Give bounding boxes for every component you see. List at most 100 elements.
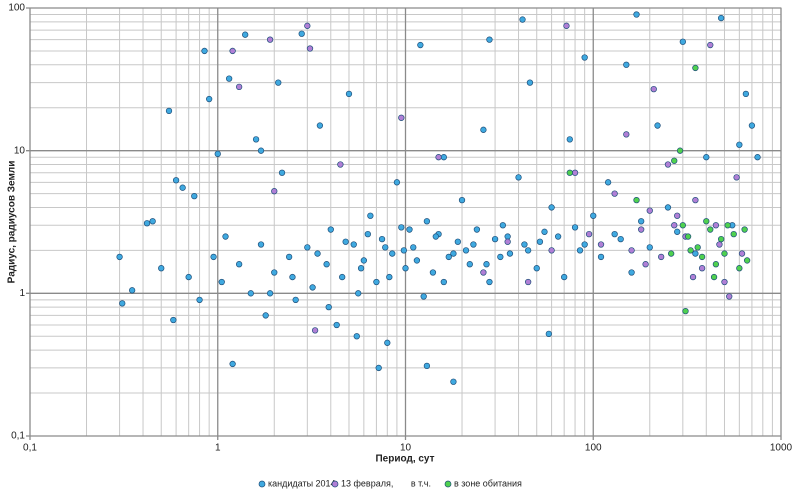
point: [703, 218, 710, 225]
point: [266, 36, 274, 43]
point: [218, 278, 225, 286]
point: [423, 362, 431, 370]
point: [526, 79, 534, 86]
point: [325, 304, 332, 311]
point: [420, 293, 427, 300]
point: [692, 64, 699, 72]
legend-marker: [331, 480, 339, 488]
point: [571, 169, 579, 176]
point: [470, 241, 477, 248]
point: [158, 265, 165, 272]
point: [339, 273, 346, 281]
point: [658, 253, 665, 261]
point: [242, 31, 249, 38]
point: [684, 233, 692, 240]
point: [450, 378, 457, 385]
point: [533, 265, 540, 272]
point: [473, 226, 481, 233]
y-tick-label: 10: [14, 145, 26, 156]
point: [257, 241, 265, 248]
point: [738, 250, 746, 257]
point: [623, 61, 630, 68]
point: [698, 253, 706, 261]
point: [278, 169, 286, 176]
point: [398, 114, 405, 121]
legend-marker: [444, 480, 452, 488]
point: [119, 300, 126, 307]
y-tick-label: 0,1: [11, 431, 25, 442]
point: [721, 278, 728, 286]
point: [561, 273, 568, 281]
point: [497, 253, 504, 261]
point: [214, 150, 221, 157]
point: [262, 312, 269, 319]
point: [664, 161, 672, 168]
point: [617, 235, 624, 243]
point: [679, 222, 686, 229]
point: [633, 196, 640, 204]
point: [754, 154, 761, 161]
point: [581, 241, 588, 248]
x-tick-label: 0,1: [23, 443, 37, 454]
point: [480, 126, 487, 133]
point: [541, 228, 548, 235]
point: [235, 83, 243, 91]
point: [229, 47, 236, 55]
point: [333, 321, 340, 329]
point: [149, 218, 156, 225]
point: [585, 230, 593, 238]
point: [654, 122, 661, 129]
x-tick-label: 1: [215, 443, 221, 454]
point: [646, 244, 653, 251]
point: [566, 136, 573, 143]
point: [402, 265, 409, 272]
point: [698, 265, 706, 272]
point: [375, 364, 382, 372]
point: [486, 278, 493, 286]
point: [524, 247, 532, 254]
point: [386, 273, 393, 281]
point: [311, 327, 319, 334]
point: [423, 218, 431, 225]
point: [743, 257, 751, 264]
point: [521, 241, 528, 248]
point: [504, 233, 511, 240]
point: [210, 253, 217, 261]
point: [703, 154, 710, 161]
point: [298, 30, 305, 37]
point: [304, 244, 311, 251]
point: [642, 261, 649, 268]
y-axis-title: Радиус, радиусов Земли: [7, 161, 18, 284]
point: [225, 75, 233, 82]
point: [566, 169, 573, 176]
point: [741, 226, 748, 233]
point: [271, 188, 278, 195]
legend-label: кандидаты 2014: [268, 478, 336, 488]
point: [590, 212, 597, 219]
point: [257, 147, 265, 154]
point: [206, 95, 213, 103]
legend-label: в зоне обитания: [454, 478, 522, 488]
point: [222, 233, 229, 240]
point: [554, 233, 562, 240]
point: [252, 136, 260, 143]
point: [357, 265, 365, 272]
point: [548, 204, 555, 211]
y-tick-label: 1: [19, 288, 25, 299]
point: [292, 296, 299, 304]
point: [638, 218, 645, 225]
point: [721, 250, 728, 257]
point: [314, 250, 321, 257]
point: [435, 154, 442, 161]
point: [342, 238, 349, 245]
point: [406, 226, 413, 233]
point: [429, 269, 437, 276]
point: [327, 226, 334, 233]
point: [742, 90, 750, 98]
point: [201, 47, 208, 55]
point: [515, 174, 522, 181]
point: [458, 196, 466, 204]
point: [519, 16, 526, 23]
point: [170, 316, 177, 324]
point: [679, 38, 686, 45]
